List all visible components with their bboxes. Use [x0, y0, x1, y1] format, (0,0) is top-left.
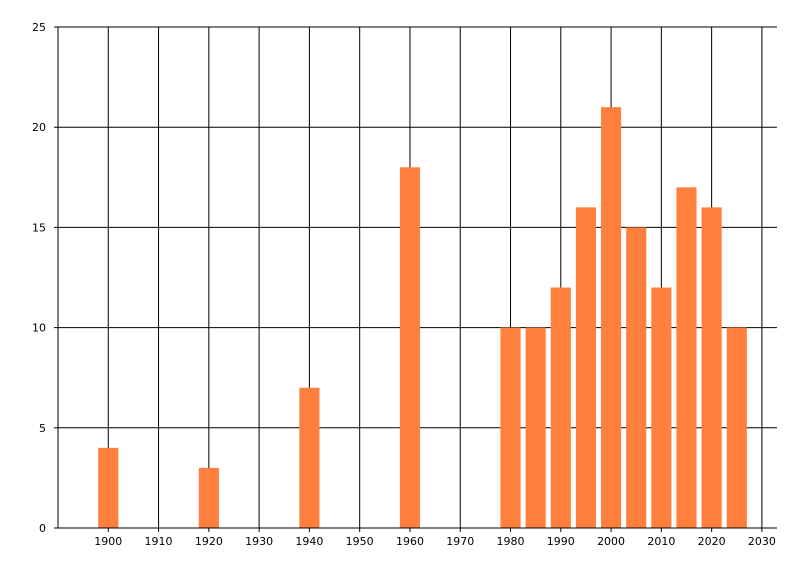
bar-1940: [299, 387, 320, 528]
bar-2010: [651, 287, 672, 528]
x-tick-label: 2020: [698, 535, 726, 548]
bar-1985: [525, 327, 546, 528]
bar-1990: [550, 287, 571, 528]
bar-2000: [601, 107, 622, 528]
y-tick-label: 0: [39, 522, 46, 535]
x-tick-label: 1910: [145, 535, 173, 548]
axes: [57, 27, 777, 529]
bar-2020: [701, 207, 722, 529]
bar-2025: [726, 327, 747, 528]
x-tick-label: 1900: [94, 535, 122, 548]
bar-1900: [98, 447, 119, 528]
x-tick-label: 2010: [647, 535, 675, 548]
y-tick-label: 5: [39, 422, 46, 435]
y-tick-label: 10: [32, 322, 46, 335]
bar-1995: [575, 207, 596, 529]
x-axis-ticks: 1900 1910 1920 1930 1940 1950 1960 1970 1980 1990…: [94, 528, 776, 548]
bar-2005: [626, 227, 647, 528]
x-tick-label: 1980: [497, 535, 525, 548]
x-tick-label: 1950: [346, 535, 374, 548]
x-tick-label: 1940: [295, 535, 323, 548]
x-tick-label: 1990: [547, 535, 575, 548]
bar-1980: [500, 327, 521, 528]
bar-2015: [676, 187, 697, 528]
bar-1920: [198, 467, 219, 528]
x-tick-label: 2000: [597, 535, 625, 548]
x-tick-label: 1960: [396, 535, 424, 548]
x-tick-label: 1920: [195, 535, 223, 548]
y-tick-label: 25: [32, 21, 46, 34]
bar-1960: [399, 167, 421, 528]
x-tick-label: 2030: [748, 535, 776, 548]
x-tick-label: 1930: [245, 535, 273, 548]
y-tick-label: 20: [32, 121, 46, 134]
y-tick-label: 15: [32, 221, 46, 234]
bars-group: [98, 107, 747, 529]
y-axis-ticks: 0 5 10 15 20 25: [32, 21, 58, 535]
x-tick-label: 1970: [446, 535, 474, 548]
